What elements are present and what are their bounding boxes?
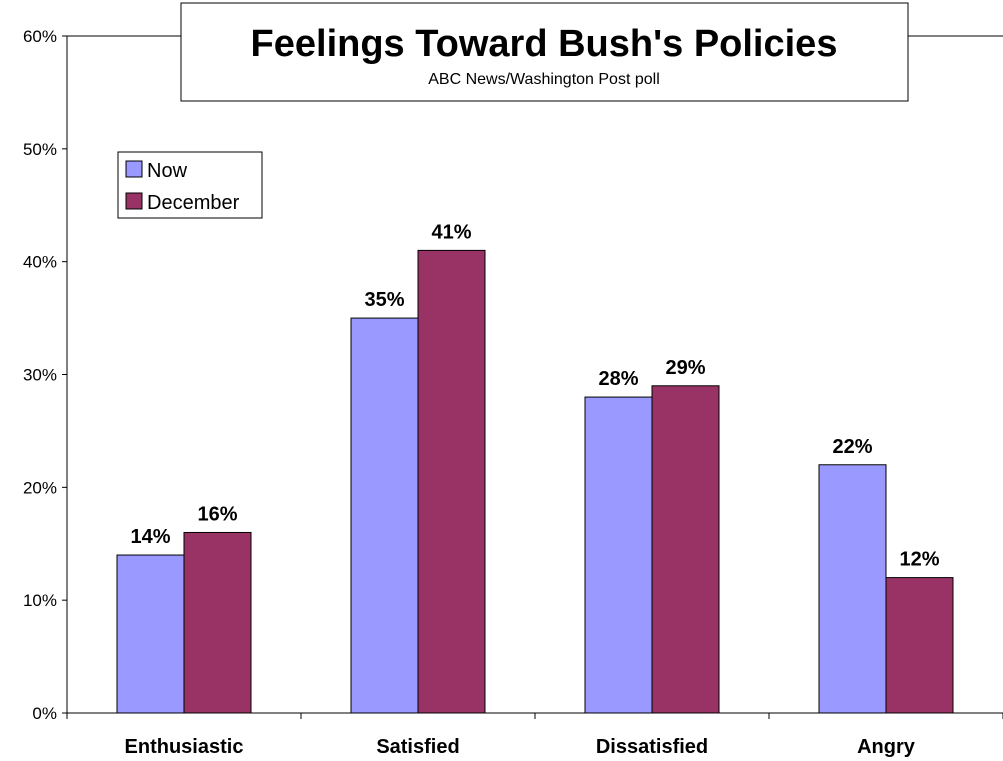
bars [116,249,954,714]
legend: Now December [117,151,263,219]
y-tick-label: 60% [23,27,57,46]
bar-now-dissatisfied [584,396,653,714]
y-tick-label: 0% [32,704,57,723]
data-label: 14% [130,526,170,548]
data-labels: 14% 16% 35% 41% 28% 29% 22% 12% [130,221,939,570]
chart-subtitle: ABC News/Washington Post poll [428,71,660,88]
bar-now-angry [818,464,887,714]
bar-december-dissatisfied [651,385,720,714]
chart-title: Feelings Toward Bush's Policies [251,23,838,65]
x-tick-label: Satisfied [376,736,459,758]
legend-label-december: December [147,192,240,214]
title-frame [180,2,909,102]
x-tick-label: Dissatisfied [596,736,708,758]
x-tick-label: Enthusiastic [125,736,244,758]
data-label: 29% [665,357,705,379]
data-label: 22% [832,436,872,458]
bar-december-satisfied [417,249,486,714]
legend-swatch-december [125,192,143,210]
y-tick-label: 40% [23,253,57,272]
bar-now-satisfied [350,317,419,714]
data-label: 16% [197,503,237,525]
bar-now-enthusiastic [116,554,185,714]
data-label: 28% [598,368,638,390]
data-label: 35% [364,289,404,311]
y-tick-label: 30% [23,366,57,385]
axes: 0% 10% 20% 30% 40% 50% 60% Enthusiastic Satisfie… [23,27,1003,758]
y-tick-label: 20% [23,478,57,497]
y-tick-label: 10% [23,591,57,610]
y-tick-label: 50% [23,140,57,159]
title-box: Feelings Toward Bush's Policies ABC News… [180,2,909,102]
data-label: 41% [431,221,471,243]
bar-december-angry [885,577,954,714]
legend-swatch-now [125,160,143,178]
bar-december-enthusiastic [183,531,252,714]
legend-label-now: Now [147,160,188,182]
data-label: 12% [899,549,939,571]
x-tick-label: Angry [857,736,916,758]
